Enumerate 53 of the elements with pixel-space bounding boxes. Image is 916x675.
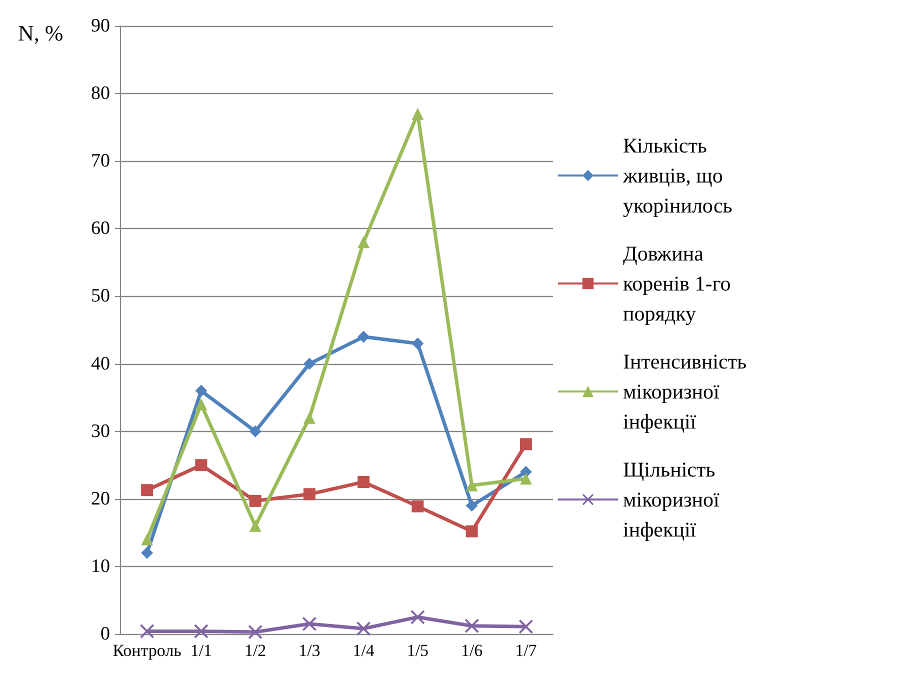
y-tick-label: 10 (91, 556, 110, 577)
point (412, 108, 424, 120)
x-tick-label: 1/3 (298, 641, 320, 660)
y-tick-label: 30 (91, 420, 110, 442)
point (358, 330, 370, 343)
point (303, 358, 316, 370)
point (518, 620, 533, 634)
y-tick-label: 90 (91, 16, 110, 36)
point (464, 618, 479, 633)
point (141, 484, 154, 496)
point (358, 476, 370, 488)
y-tick-label: 50 (91, 286, 110, 307)
point (141, 533, 154, 546)
x-tick-label: 1/1 (190, 641, 212, 660)
point (520, 472, 532, 485)
point (520, 438, 532, 450)
point (303, 488, 316, 500)
y-tick-label: 20 (91, 488, 110, 510)
point (195, 384, 208, 397)
legend-label: Інтенсивність мікоризної інфекції (623, 350, 752, 434)
point (249, 425, 262, 438)
point (248, 624, 262, 639)
point (140, 624, 154, 638)
point (195, 398, 208, 410)
legend-label: Кількість живців, що укорінилось (622, 134, 732, 218)
x-tick-label: 1/5 (406, 641, 429, 660)
point (195, 459, 208, 472)
point (410, 610, 425, 624)
point (412, 338, 424, 350)
legend-label: Довжина коренів 1-го порядку (623, 242, 736, 326)
legend-label: Щільність мікоризної інфекції (623, 458, 725, 542)
x-tick-label: Контроль (112, 641, 182, 660)
y-tick-label: 80 (91, 83, 110, 104)
x-tick-label: 1/4 (352, 641, 375, 660)
y-axis-title: N, % (18, 20, 64, 46)
y-tick-label: 60 (91, 218, 110, 240)
point (356, 622, 371, 636)
point (303, 412, 316, 424)
y-tick-label: 0 (100, 624, 110, 644)
point (358, 236, 370, 248)
point (302, 616, 316, 631)
x-tick-label: 1/7 (515, 641, 538, 660)
x-tick-label: 1/2 (244, 641, 266, 660)
point (412, 500, 424, 512)
point (466, 500, 478, 512)
point (194, 624, 208, 638)
point (466, 525, 478, 538)
point (249, 520, 262, 532)
point (249, 494, 262, 507)
point (141, 546, 154, 559)
y-tick-label: 40 (91, 353, 110, 374)
x-tick-label: 1/6 (460, 641, 483, 660)
y-tick-label: 70 (91, 150, 110, 172)
